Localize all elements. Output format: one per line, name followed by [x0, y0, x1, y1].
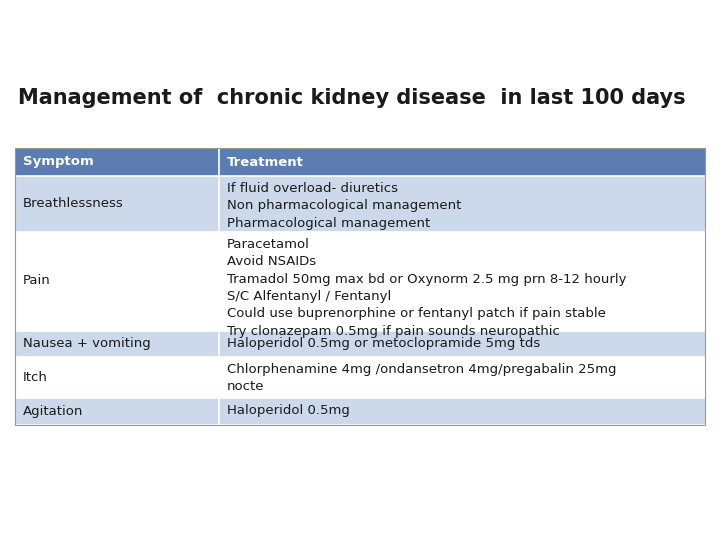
Bar: [15, 148, 705, 176]
Text: If fluid overload- diuretics
Non pharmacological management
Pharmacological mana: If fluid overload- diuretics Non pharmac…: [227, 182, 461, 230]
Text: Management of  chronic kidney disease  in last 100 days: Management of chronic kidney disease in …: [18, 88, 685, 108]
Bar: [15, 398, 705, 424]
Bar: [15, 357, 705, 398]
Text: Itch: Itch: [23, 371, 48, 384]
Text: Nausea + vomiting: Nausea + vomiting: [23, 338, 150, 350]
Bar: [15, 148, 705, 424]
Text: Breathlessness: Breathlessness: [23, 197, 124, 210]
Bar: [15, 232, 705, 330]
Text: Haloperidol 0.5mg: Haloperidol 0.5mg: [227, 404, 349, 417]
Text: Haloperidol 0.5mg or metoclopramide 5mg tds: Haloperidol 0.5mg or metoclopramide 5mg …: [227, 336, 540, 349]
Text: Symptom: Symptom: [23, 156, 94, 168]
Text: Agitation: Agitation: [23, 405, 84, 418]
Text: Pain: Pain: [23, 274, 50, 287]
Bar: [15, 330, 705, 357]
Text: Treatment: Treatment: [227, 156, 303, 168]
Text: Chlorphenamine 4mg /ondansetron 4mg/pregabalin 25mg
nocte: Chlorphenamine 4mg /ondansetron 4mg/preg…: [227, 363, 616, 394]
Text: Paracetamol
Avoid NSAIDs
Tramadol 50mg max bd or Oxynorm 2.5 mg prn 8-12 hourly
: Paracetamol Avoid NSAIDs Tramadol 50mg m…: [227, 238, 626, 338]
Bar: [15, 176, 705, 232]
